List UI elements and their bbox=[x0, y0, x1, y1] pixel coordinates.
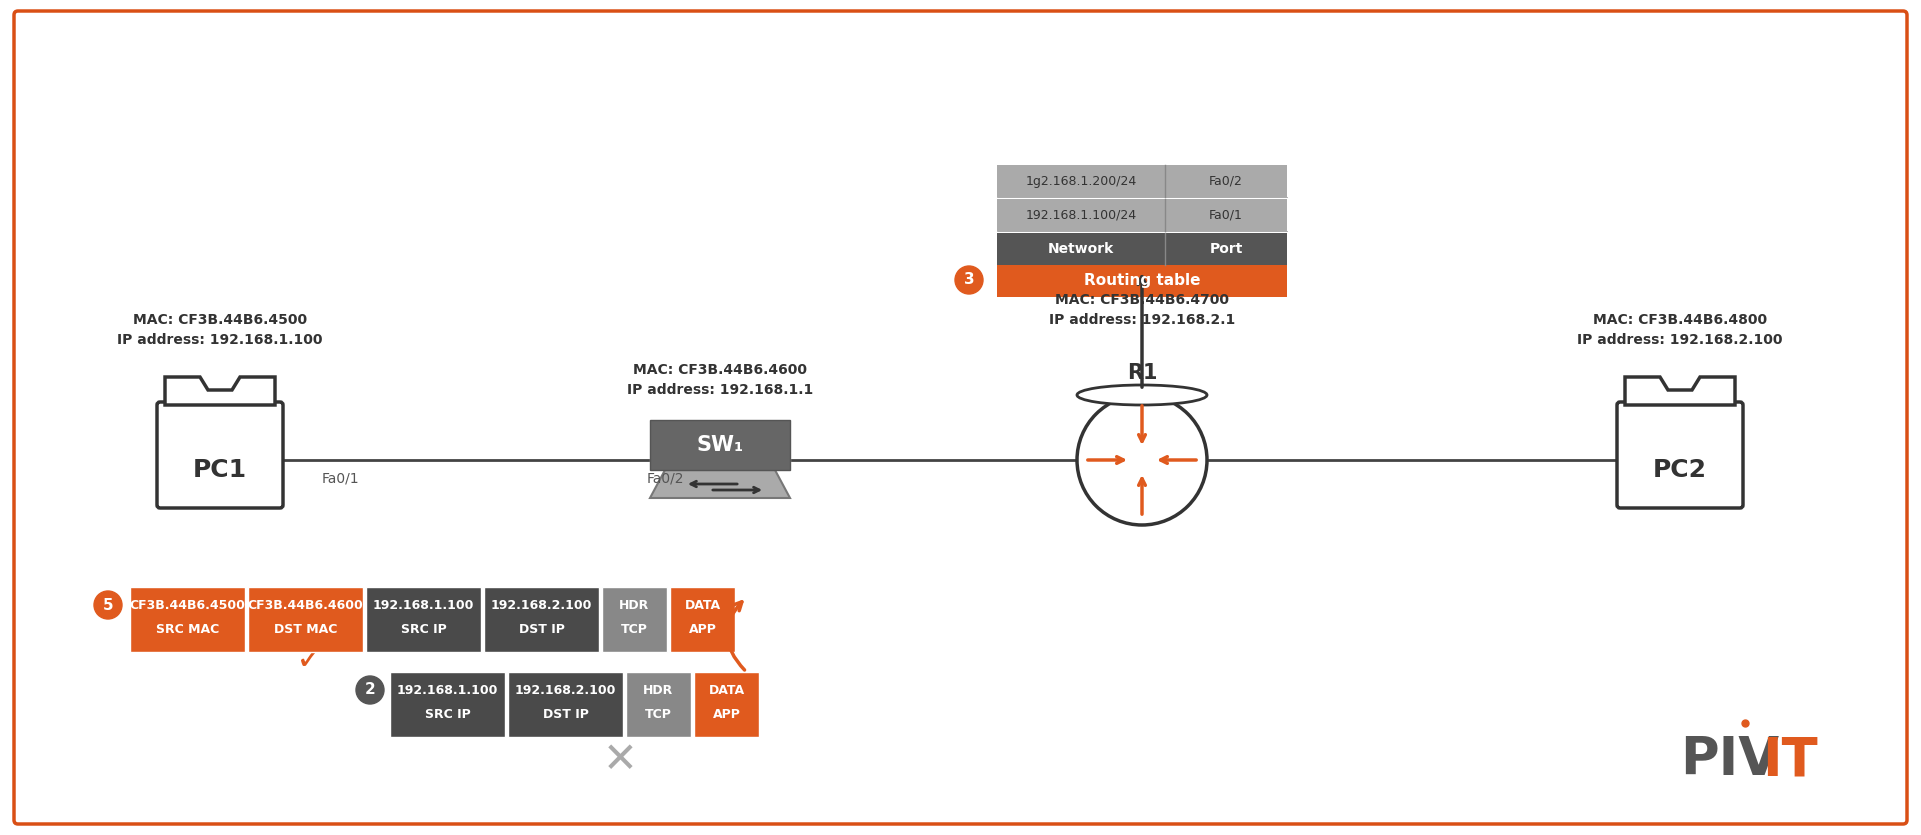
Text: 192.168.1.100: 192.168.1.100 bbox=[398, 684, 498, 696]
Text: IP address: 192.168.1.1: IP address: 192.168.1.1 bbox=[626, 383, 813, 397]
Text: Fa0/1: Fa0/1 bbox=[1208, 209, 1243, 221]
FancyArrowPatch shape bbox=[726, 602, 745, 670]
Text: IP address: 192.168.2.100: IP address: 192.168.2.100 bbox=[1577, 333, 1783, 347]
Text: CF3B.44B6.4600: CF3B.44B6.4600 bbox=[248, 599, 363, 612]
Bar bbox=[997, 199, 1287, 231]
Text: PC1: PC1 bbox=[192, 458, 248, 482]
Text: TCP: TCP bbox=[645, 708, 672, 721]
Text: 192.168.1.100: 192.168.1.100 bbox=[373, 599, 474, 612]
Bar bbox=[367, 587, 480, 652]
Bar bbox=[626, 672, 692, 737]
Text: ✓: ✓ bbox=[296, 644, 325, 676]
Circle shape bbox=[355, 676, 384, 704]
Text: 192.168.2.100: 192.168.2.100 bbox=[515, 684, 617, 696]
Text: PIV: PIV bbox=[1681, 734, 1779, 786]
Bar bbox=[997, 233, 1287, 265]
FancyBboxPatch shape bbox=[13, 11, 1908, 824]
Circle shape bbox=[1078, 395, 1206, 525]
Text: IP address: 192.168.1.100: IP address: 192.168.1.100 bbox=[117, 333, 323, 347]
Text: Port: Port bbox=[1210, 242, 1243, 256]
FancyBboxPatch shape bbox=[1617, 402, 1742, 508]
Text: DATA: DATA bbox=[709, 684, 745, 696]
Text: SRC MAC: SRC MAC bbox=[156, 623, 219, 635]
Text: IP address: 192.168.2.1: IP address: 192.168.2.1 bbox=[1049, 313, 1235, 327]
Bar bbox=[248, 587, 363, 652]
Text: Fa0/2: Fa0/2 bbox=[1208, 175, 1243, 188]
Bar bbox=[997, 165, 1287, 197]
Bar bbox=[670, 587, 736, 652]
Text: 192.168.2.100: 192.168.2.100 bbox=[490, 599, 592, 612]
Text: 2: 2 bbox=[365, 682, 375, 697]
Text: 5: 5 bbox=[102, 598, 113, 613]
Text: SRC IP: SRC IP bbox=[401, 623, 446, 635]
Bar bbox=[997, 265, 1287, 297]
Text: Fa0/1: Fa0/1 bbox=[321, 471, 359, 485]
Text: Fa0/2: Fa0/2 bbox=[645, 471, 684, 485]
Polygon shape bbox=[165, 377, 275, 405]
Polygon shape bbox=[649, 470, 790, 498]
Text: APP: APP bbox=[713, 708, 740, 721]
Text: SW₁: SW₁ bbox=[697, 435, 743, 455]
Polygon shape bbox=[1625, 377, 1735, 405]
Text: MAC: CF3B.44B6.4700: MAC: CF3B.44B6.4700 bbox=[1055, 293, 1229, 307]
FancyBboxPatch shape bbox=[158, 402, 282, 508]
Text: MAC: CF3B.44B6.4800: MAC: CF3B.44B6.4800 bbox=[1593, 313, 1767, 327]
Text: DATA: DATA bbox=[684, 599, 720, 612]
Text: SRC IP: SRC IP bbox=[425, 708, 471, 721]
Text: ✕: ✕ bbox=[603, 739, 638, 781]
Text: Network: Network bbox=[1049, 242, 1114, 256]
Text: 192.168.1.100/24: 192.168.1.100/24 bbox=[1026, 209, 1137, 221]
Bar bbox=[131, 587, 246, 652]
Text: CF3B.44B6.4500: CF3B.44B6.4500 bbox=[129, 599, 246, 612]
Text: TCP: TCP bbox=[620, 623, 647, 635]
Bar bbox=[507, 672, 622, 737]
Text: 3: 3 bbox=[964, 272, 974, 287]
Text: MAC: CF3B.44B6.4600: MAC: CF3B.44B6.4600 bbox=[634, 363, 807, 377]
Text: PC2: PC2 bbox=[1652, 458, 1708, 482]
Bar bbox=[693, 672, 759, 737]
Text: Routing table: Routing table bbox=[1083, 274, 1201, 289]
Ellipse shape bbox=[1078, 385, 1206, 405]
Bar bbox=[649, 420, 790, 470]
Text: HDR: HDR bbox=[644, 684, 674, 696]
Text: DST IP: DST IP bbox=[519, 623, 565, 635]
Text: IT: IT bbox=[1762, 734, 1817, 786]
Text: HDR: HDR bbox=[619, 599, 649, 612]
Text: APP: APP bbox=[688, 623, 717, 635]
Circle shape bbox=[955, 266, 984, 294]
Bar bbox=[390, 672, 505, 737]
Bar bbox=[484, 587, 599, 652]
Text: DST MAC: DST MAC bbox=[275, 623, 338, 635]
Text: R1: R1 bbox=[1128, 363, 1156, 383]
Text: 1g2.168.1.200/24: 1g2.168.1.200/24 bbox=[1026, 175, 1137, 188]
Circle shape bbox=[94, 591, 123, 619]
Text: MAC: CF3B.44B6.4500: MAC: CF3B.44B6.4500 bbox=[133, 313, 307, 327]
Bar bbox=[601, 587, 667, 652]
Text: DST IP: DST IP bbox=[542, 708, 588, 721]
